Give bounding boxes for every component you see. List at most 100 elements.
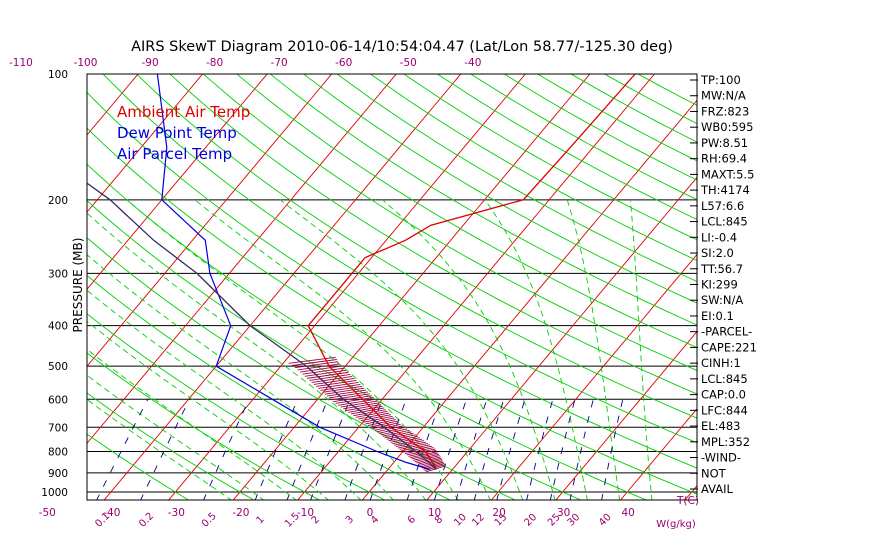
dry-adiabat-line — [202, 74, 697, 371]
mixing-ratio-line — [455, 399, 488, 500]
dry-adiabat-line — [369, 74, 697, 261]
cape-hatch-line — [355, 410, 388, 418]
isotherm-line — [168, 74, 526, 500]
dry-adiabat-line — [570, 74, 697, 143]
cape-hatch-line — [419, 459, 443, 466]
mixing-ratio-label: 6 — [406, 514, 418, 526]
cape-hatch-line — [388, 434, 416, 442]
cape-hatch-line — [392, 437, 420, 445]
bottom-axis-unit: T(C) — [676, 495, 699, 507]
dry-adiabat-line — [269, 74, 697, 326]
mixing-ratio-line — [496, 399, 526, 500]
top-temp-tick-label: -80 — [206, 57, 223, 69]
cape-hatch-line — [414, 455, 440, 463]
mixing-ratio-line — [140, 399, 190, 500]
isotherm-line — [232, 74, 591, 500]
mixing-ratio-line — [526, 399, 554, 500]
index-label: MAXT:5.5 — [701, 167, 754, 181]
isotherm-line — [426, 176, 697, 500]
index-label: LCL:845 — [701, 215, 748, 229]
isotherm-line — [490, 253, 697, 500]
moist-adiabat-line — [629, 199, 653, 500]
cape-hatch-line — [348, 405, 383, 413]
cape-hatch-line — [313, 378, 355, 385]
index-label: EI:0.1 — [701, 309, 734, 323]
dry-adiabat-line — [303, 74, 697, 304]
dry-adiabat-line — [87, 392, 255, 500]
dry-adiabat-line — [536, 74, 697, 162]
dry-adiabat-line — [87, 352, 321, 500]
dry-adiabat-line — [503, 74, 697, 181]
index-label: MW:N/A — [701, 89, 746, 103]
cape-hatch-line — [386, 432, 414, 440]
cape-hatch-line — [399, 442, 429, 450]
isotherm-line — [0, 55, 25, 501]
cape-hatch-line — [380, 428, 408, 436]
moist-adiabat-line — [87, 374, 265, 500]
index-label: -PARCEL- — [701, 325, 752, 339]
dry-adiabat-line — [236, 74, 697, 349]
legend-air-parcel-temp: Air Parcel Temp — [117, 145, 232, 163]
dry-adiabat-line — [87, 237, 517, 500]
cape-hatch-line — [409, 451, 438, 459]
legend-dew-point-temp: Dew Point Temp — [117, 124, 237, 142]
isotherm-line — [87, 74, 204, 213]
cape-hatch-line — [297, 363, 340, 371]
moist-adiabat-line — [87, 254, 394, 500]
dry-adiabat-line — [87, 163, 648, 500]
pressure-tick-label: 800 — [48, 446, 68, 458]
legend-ambient-air-temp: Ambient Air Temp — [117, 103, 250, 121]
index-label: EL:483 — [701, 419, 741, 433]
bottom-temp-tick-label: 20 — [492, 507, 505, 519]
mixing-ratio-label: 3 — [344, 514, 356, 526]
cape-hatch-line — [322, 385, 363, 393]
mixing-ratio-label: 0.5 — [200, 511, 219, 530]
cape-hatch-line — [288, 356, 336, 364]
mixing-ratio-label: 10 — [452, 512, 469, 529]
mixing-ratio-line — [601, 399, 624, 500]
index-label: TH:4174 — [700, 183, 750, 197]
moist-adiabat-line — [87, 320, 329, 500]
pressure-tick-label: 200 — [48, 195, 68, 207]
cape-hatch-line — [403, 445, 433, 453]
cape-hatch-line — [382, 429, 410, 437]
cape-hatch-line — [302, 367, 344, 375]
cape-hatch-line — [335, 397, 374, 404]
bottom-temp-tick-label: -20 — [232, 507, 249, 519]
moist-adiabat-line — [484, 199, 588, 500]
cape-hatch-line — [376, 425, 403, 433]
index-label: L57:6.6 — [701, 199, 744, 213]
index-label: NOT — [701, 466, 727, 480]
top-temp-tick-label: -90 — [141, 57, 158, 69]
cape-hatch-line — [397, 441, 427, 449]
parcel-temp-line — [87, 182, 437, 470]
cape-hatch-line — [390, 435, 418, 443]
moist-adiabat-line — [87, 348, 297, 500]
cape-hatch-line — [384, 431, 412, 439]
isotherm-line — [619, 408, 697, 500]
index-label: KI:299 — [701, 278, 738, 292]
bottom-temp-tick-label: -10 — [297, 507, 314, 519]
mixing-ratio-line — [310, 399, 351, 500]
bottom-temp-tick-label: -40 — [103, 507, 120, 519]
isotherm-line — [103, 74, 462, 500]
index-label: CAPE:221 — [701, 340, 757, 354]
isotherm-line — [555, 330, 697, 500]
top-temp-tick-label: -50 — [400, 57, 417, 69]
cape-hatch-line — [378, 426, 406, 434]
dry-adiabat-line — [169, 74, 697, 395]
cape-hatch-line — [328, 391, 369, 399]
cape-hatch-line — [401, 444, 431, 452]
cape-hatch-line — [413, 453, 439, 461]
dry-adiabat-line — [87, 274, 451, 500]
cape-hatch-line — [372, 422, 400, 430]
mixing-ratio-line — [369, 399, 407, 500]
dry-adiabat-line — [135, 74, 697, 419]
dry-adiabat-line — [336, 74, 697, 283]
dry-adiabat-line — [87, 91, 697, 469]
dry-adiabat-line — [102, 74, 697, 444]
dry-adiabat-line — [436, 74, 697, 221]
cape-hatch-line — [422, 461, 444, 469]
index-label: RH:69.4 — [701, 152, 747, 166]
